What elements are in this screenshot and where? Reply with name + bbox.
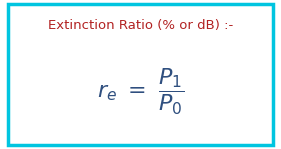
Text: Extinction Ratio (% or dB) :-: Extinction Ratio (% or dB) :-: [48, 19, 233, 32]
Text: $r_e \ = \ \dfrac{P_1}{P_0}$: $r_e \ = \ \dfrac{P_1}{P_0}$: [97, 67, 184, 117]
FancyBboxPatch shape: [8, 4, 273, 145]
